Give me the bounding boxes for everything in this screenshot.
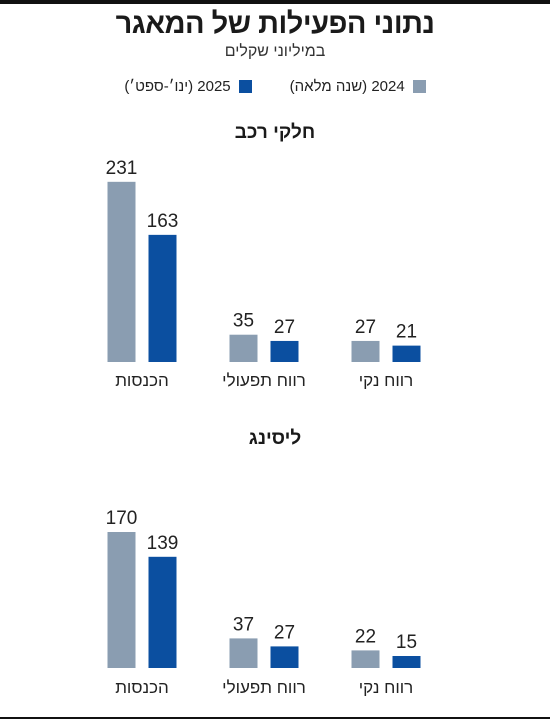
category-label-car-parts-0: הכנסות (115, 371, 169, 390)
bar-car-parts-1-2024 (229, 334, 258, 362)
bar-leasing-2-2024 (351, 650, 380, 668)
category-label-car-parts-2: רווח נקי (359, 371, 414, 390)
legend: 2024 (שנה מלאה) 2025 (ינו׳-ספט׳) (0, 78, 550, 95)
legend-swatch-2025 (238, 80, 252, 93)
category-label-leasing-2: רווח נקי (359, 678, 414, 697)
legend-label-2025: 2025 (ינו׳-ספט׳) (124, 78, 231, 95)
value-label-car-parts-1-2024: 35 (233, 311, 254, 332)
value-label-car-parts-1-2025: 27 (274, 317, 295, 338)
value-label-car-parts-0-2025: 163 (147, 211, 179, 232)
legend-item-2024: 2024 (שנה מלאה) (290, 78, 426, 95)
section-title-car-parts: חלקי רכב (234, 122, 316, 143)
legend-item-2025: 2025 (ינו׳-ספט׳) (124, 78, 252, 95)
bar-car-parts-1-2025 (270, 340, 299, 362)
bar-leasing-1-2024 (229, 638, 258, 668)
value-label-car-parts-2-2024: 27 (355, 317, 376, 338)
bar-leasing-0-2025 (148, 556, 177, 668)
bar-car-parts-2-2024 (351, 340, 380, 362)
value-label-leasing-1-2024: 37 (233, 614, 254, 635)
category-label-leasing-0: הכנסות (115, 678, 169, 697)
chart-title: נתוני הפעילות של המאגר (115, 8, 435, 40)
bar-car-parts-0-2025 (148, 234, 177, 362)
value-label-leasing-2-2024: 22 (355, 626, 376, 647)
bar-leasing-1-2025 (270, 646, 299, 668)
bar-leasing-2-2025 (392, 656, 421, 668)
bar-car-parts-0-2024 (107, 181, 136, 362)
bottom-rule (0, 717, 550, 719)
value-label-car-parts-0-2024: 231 (106, 158, 138, 179)
bar-leasing-0-2024 (107, 532, 136, 668)
value-label-leasing-2-2025: 15 (396, 632, 417, 653)
bar-car-parts-2-2025 (392, 345, 421, 362)
top-rule (0, 0, 550, 4)
section-title-leasing: ליסינג (248, 428, 302, 449)
category-label-leasing-1: רווח תפעולי (222, 678, 306, 697)
category-label-car-parts-1: רווח תפעולי (222, 371, 306, 390)
legend-label-2024: 2024 (שנה מלאה) (289, 78, 405, 95)
value-label-leasing-1-2025: 27 (274, 622, 295, 643)
legend-swatch-2024 (412, 80, 426, 93)
value-label-car-parts-2-2025: 21 (396, 322, 417, 343)
value-label-leasing-0-2025: 139 (147, 533, 179, 554)
value-label-leasing-0-2024: 170 (106, 508, 138, 529)
chart-subtitle: במיליוני שקלים (224, 43, 326, 60)
